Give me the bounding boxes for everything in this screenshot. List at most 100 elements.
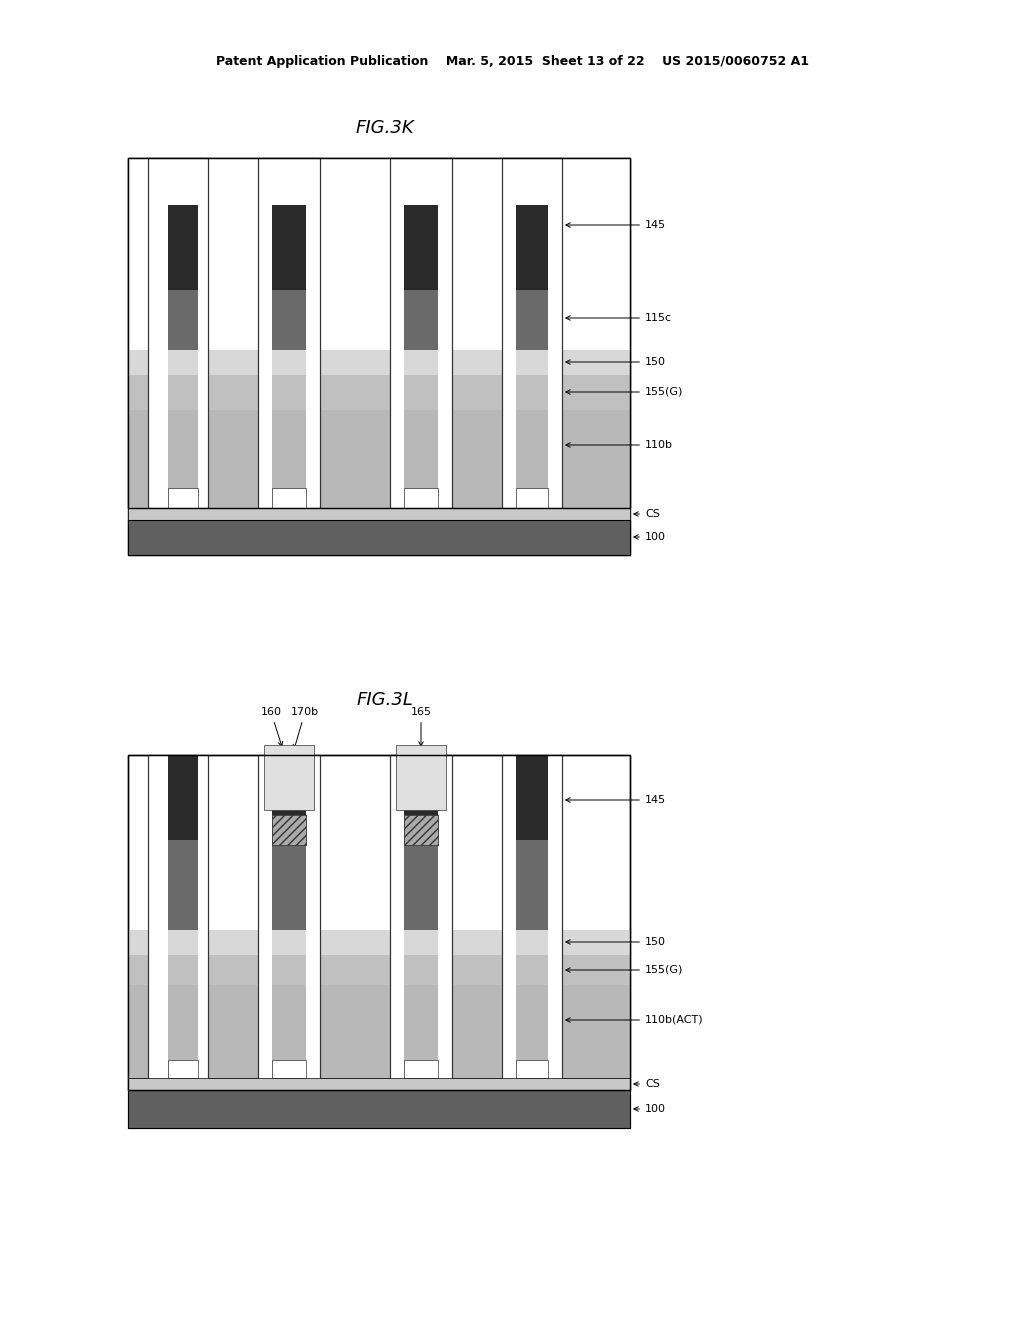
- Text: FIG.3L: FIG.3L: [356, 690, 414, 709]
- Bar: [128, 508, 630, 520]
- Bar: [516, 350, 548, 375]
- Bar: [516, 931, 548, 954]
- Text: 110b: 110b: [566, 440, 673, 450]
- Bar: [404, 931, 438, 954]
- Bar: [168, 954, 198, 985]
- Bar: [404, 375, 438, 411]
- Bar: [264, 744, 314, 810]
- Bar: [128, 520, 630, 554]
- Bar: [148, 158, 208, 508]
- Bar: [168, 1060, 198, 1078]
- Bar: [502, 755, 562, 1090]
- Bar: [502, 158, 562, 508]
- Bar: [516, 954, 548, 985]
- Bar: [516, 375, 548, 411]
- Bar: [168, 411, 198, 508]
- Bar: [272, 840, 306, 931]
- Bar: [516, 205, 548, 290]
- Bar: [516, 290, 548, 350]
- Bar: [272, 488, 306, 508]
- Bar: [404, 290, 438, 350]
- Text: CS: CS: [634, 510, 659, 519]
- Bar: [516, 411, 548, 508]
- Bar: [258, 158, 319, 508]
- Bar: [516, 488, 548, 508]
- Bar: [168, 290, 198, 350]
- Bar: [128, 158, 630, 554]
- Bar: [148, 755, 208, 1090]
- Bar: [390, 158, 452, 508]
- Bar: [502, 755, 562, 1090]
- Bar: [272, 411, 306, 508]
- Bar: [272, 755, 306, 814]
- Bar: [516, 985, 548, 1078]
- Bar: [272, 814, 306, 845]
- Text: 160: 160: [260, 708, 283, 746]
- Bar: [272, 755, 306, 840]
- Text: Patent Application Publication    Mar. 5, 2015  Sheet 13 of 22    US 2015/006075: Patent Application Publication Mar. 5, 2…: [215, 55, 809, 69]
- Bar: [128, 1078, 630, 1090]
- Bar: [148, 158, 208, 508]
- Bar: [128, 954, 630, 985]
- Bar: [404, 814, 438, 845]
- Bar: [258, 755, 319, 1090]
- Bar: [404, 488, 438, 508]
- Bar: [168, 375, 198, 411]
- Bar: [404, 205, 438, 290]
- Bar: [128, 520, 630, 554]
- Bar: [128, 508, 630, 520]
- Bar: [390, 158, 452, 508]
- Bar: [404, 985, 438, 1078]
- Bar: [128, 158, 630, 508]
- Text: 145: 145: [566, 220, 667, 230]
- Bar: [258, 755, 319, 1090]
- Bar: [272, 375, 306, 411]
- Bar: [168, 755, 198, 840]
- Text: 100: 100: [634, 532, 666, 543]
- Bar: [404, 350, 438, 375]
- Bar: [128, 375, 630, 411]
- Bar: [272, 814, 306, 845]
- Text: CS: CS: [634, 1078, 659, 1089]
- Bar: [168, 840, 198, 931]
- Bar: [272, 954, 306, 985]
- Text: 170b: 170b: [291, 708, 319, 750]
- Bar: [128, 931, 630, 954]
- Bar: [148, 755, 208, 1090]
- Text: 150: 150: [566, 356, 666, 367]
- Bar: [404, 411, 438, 508]
- Text: 150: 150: [566, 937, 666, 946]
- Bar: [272, 985, 306, 1078]
- Bar: [272, 205, 306, 290]
- Bar: [404, 755, 438, 814]
- Text: 110b(ACT): 110b(ACT): [566, 1015, 703, 1026]
- Bar: [128, 755, 630, 1090]
- Bar: [128, 755, 630, 1090]
- Bar: [404, 814, 438, 845]
- Bar: [404, 840, 438, 931]
- Text: 115c: 115c: [566, 313, 672, 323]
- Text: 155(G): 155(G): [566, 965, 683, 975]
- Bar: [168, 488, 198, 508]
- Text: 165: 165: [411, 708, 431, 746]
- Bar: [272, 931, 306, 954]
- Bar: [128, 411, 630, 508]
- Bar: [128, 350, 630, 375]
- Bar: [128, 1078, 630, 1090]
- Bar: [168, 931, 198, 954]
- Bar: [404, 954, 438, 985]
- Bar: [516, 755, 548, 840]
- Bar: [128, 1090, 630, 1129]
- Bar: [404, 1060, 438, 1078]
- Bar: [404, 755, 438, 840]
- Bar: [272, 350, 306, 375]
- Bar: [128, 1090, 630, 1129]
- Text: 100: 100: [634, 1104, 666, 1114]
- Bar: [168, 350, 198, 375]
- Bar: [272, 1060, 306, 1078]
- Bar: [168, 985, 198, 1078]
- Bar: [516, 1060, 548, 1078]
- Bar: [390, 755, 452, 1090]
- Text: 145: 145: [566, 795, 667, 805]
- Bar: [258, 158, 319, 508]
